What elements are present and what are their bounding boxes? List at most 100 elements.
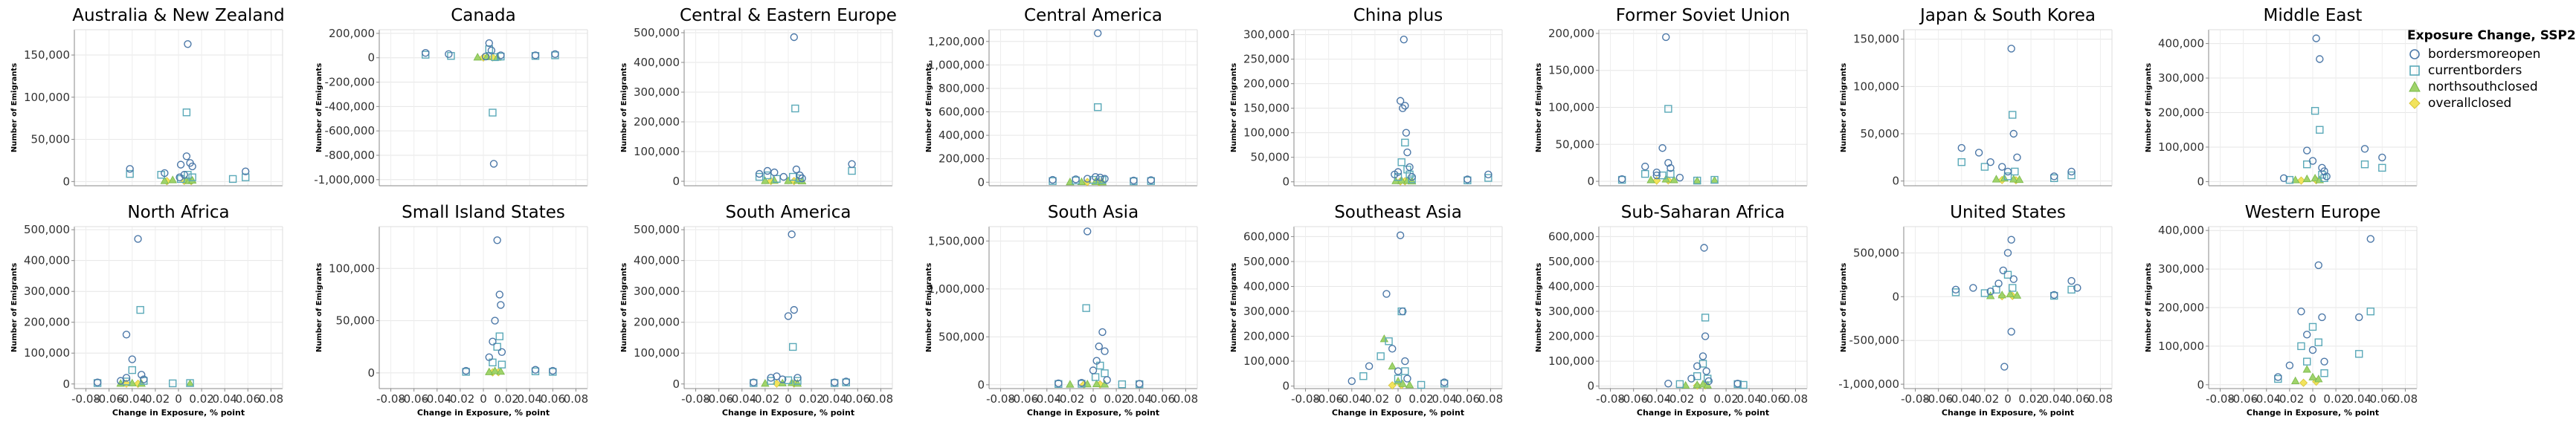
data-point-bordersmoreopen [2378,153,2386,162]
x-tick-label: -0.06 [1619,392,1648,406]
x-tick-label: 0.02 [2323,392,2348,406]
y-tick-label: 0 [367,51,375,65]
data-point-currentborders [493,343,501,351]
data-point-bordersmoreopen [1702,367,1710,375]
x-tick-label: 0.08 [564,392,588,406]
chart-panel: Southeast Asia 0 100,000 200,000 300,000 400,… [1230,203,1503,418]
data-point-currentborders [2009,111,2017,119]
data-point-bordersmoreopen [531,366,540,374]
data-point-bordersmoreopen [1098,328,1107,337]
chart-title: North Africa [127,203,229,222]
y-tick-label: 600,000 [938,106,985,119]
data-point-currentborders [2311,106,2319,115]
x-tick-label: -0.02 [141,392,170,406]
data-point-currentborders [755,172,764,181]
x-tick-label: -0.02 [1665,392,1694,406]
chart-title: Australia & New Zealand [72,6,284,25]
data-point-currentborders [1405,170,1414,179]
data-point-northsouthclosed [1405,380,1414,389]
data-point-currentborders [1417,380,1426,389]
data-point-northsouthclosed [1066,177,1075,186]
data-point-currentborders [136,305,144,314]
data-point-bordersmoreopen [1986,288,1994,296]
x-tick-label: 0 [2004,392,2012,406]
y-axis-label: Number of Emigrants [10,263,19,352]
data-point-currentborders [784,376,793,384]
y-axis-label: Number of Emigrants [925,63,933,152]
y-axis-label: Number of Emigrants [1535,263,1543,352]
x-tick-label: 0 [480,392,487,406]
x-tick-label: -0.06 [704,392,733,406]
data-point-bordersmoreopen [1969,284,1977,292]
data-point-currentborders [1484,174,1493,182]
data-point-bordersmoreopen [489,337,497,345]
data-point-bordersmoreopen [1054,379,1063,388]
data-point-northsouthclosed [1698,380,1707,388]
chart-panel: Western Europe 0 100,000 200,000 300,000 400,… [2145,203,2418,418]
y-tick-label: 150,000 [24,48,70,62]
data-point-currentborders [1376,352,1385,360]
data-point-bordersmoreopen [161,169,169,178]
data-point-bordersmoreopen [1130,176,1138,185]
data-point-currentborders [2355,350,2363,358]
x-tick-label: -0.02 [2275,392,2304,406]
data-point-currentborders [2316,126,2324,134]
data-point-bordersmoreopen [1101,175,1109,183]
data-point-overallclosed [2296,176,2306,185]
data-point-bordersmoreopen [1347,377,1356,386]
y-tick-label: 200,000 [634,115,680,129]
data-point-currentborders [1082,304,1090,312]
data-point-bordersmoreopen [117,377,125,385]
data-point-currentborders [2378,163,2386,172]
data-point-bordersmoreopen [1658,144,1667,152]
x-tick-label: -0.06 [2229,392,2258,406]
legend-title: Exposure Change, SSP2 [2407,28,2576,43]
y-tick-label: 0 [1587,380,1594,393]
y-tick-label: 500,000 [1548,255,1594,268]
data-point-currentborders [791,104,799,113]
y-tick-label: 100,000 [1243,126,1289,140]
y-tick-label: 1,000,000 [928,282,985,296]
y-axis-label: Number of Emigrants [315,63,323,152]
data-point-northsouthclosed [490,366,500,374]
x-tick-label: -0.08 [71,392,100,406]
x-tick-label: 0.04 [2347,392,2371,406]
data-point-currentborders [1094,103,1102,111]
y-tick-label: 500,000 [634,26,680,39]
x-tick-label: 0.04 [1737,392,1762,406]
y-tick-label: 250,000 [1243,53,1289,66]
data-point-bordersmoreopen [2050,291,2058,299]
chart-title: Canada [451,6,516,25]
data-point-bordersmoreopen [763,166,772,175]
y-tick-label: 200,000 [2158,301,2204,314]
data-point-bordersmoreopen [549,366,557,375]
data-point-currentborders [1385,337,1393,345]
data-point-northsouthclosed [761,379,770,387]
data-point-bordersmoreopen [489,160,498,168]
y-axis-label: Number of Emigrants [1535,63,1543,152]
data-point-currentborders [188,173,196,181]
data-point-bordersmoreopen [1440,378,1449,386]
data-point-bordersmoreopen [1396,231,1405,239]
y-tick-label: 0 [1587,175,1594,188]
data-point-bordersmoreopen [485,39,493,48]
y-tick-label: 100,000 [1548,101,1594,114]
chart-panel: Japan & South Korea 0 50,000 100,000 150,000… [1840,6,2113,188]
chart-title: Middle East [2264,6,2363,25]
data-point-currentborders [848,166,856,175]
data-point-bordersmoreopen [2320,357,2328,366]
data-point-bordersmoreopen [1408,172,1416,181]
x-tick-label: -0.04 [1337,392,1366,406]
data-point-bordersmoreopen [1365,362,1374,371]
y-tick-label: 0 [1282,380,1289,393]
x-tick-label: 0 [1699,392,1707,406]
data-point-bordersmoreopen [2067,276,2076,285]
y-tick-label: 0 [62,377,70,391]
chart-panel: Former Soviet Union 0 50,000 100,000 150,000… [1535,6,1808,188]
chart-panel: China plus 0 50,000 100,000 150,000 200,000 25… [1230,6,1503,189]
data-point-bordersmoreopen [1986,158,1994,166]
data-point-northsouthclosed [473,53,482,61]
data-point-northsouthclosed [185,379,195,387]
data-point-currentborders [1664,105,1672,113]
